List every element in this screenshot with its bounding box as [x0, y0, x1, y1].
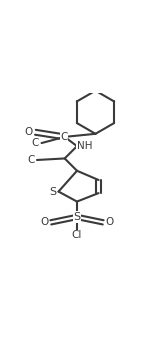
- Text: O: O: [24, 127, 33, 137]
- Text: S: S: [73, 212, 81, 222]
- Text: S: S: [49, 187, 56, 197]
- Text: C: C: [60, 132, 68, 142]
- Text: C: C: [31, 138, 38, 148]
- Text: C: C: [27, 155, 34, 165]
- Text: O: O: [105, 217, 113, 227]
- Text: Cl: Cl: [72, 231, 82, 240]
- Text: O: O: [41, 217, 49, 227]
- Text: NH: NH: [77, 141, 92, 151]
